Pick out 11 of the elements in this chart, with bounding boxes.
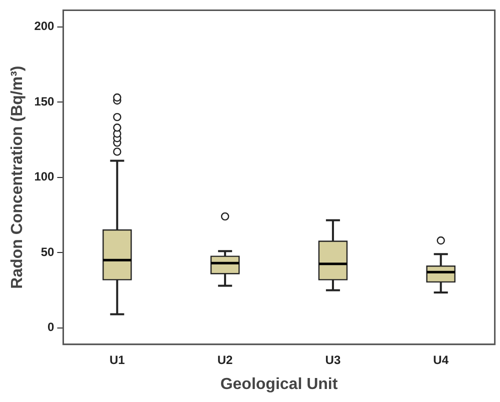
x-tick-label: U1 — [109, 352, 126, 367]
y-tick-label: 0 — [48, 320, 55, 334]
x-tick-label: U2 — [217, 352, 234, 367]
x-tick-label: U4 — [433, 352, 449, 367]
y-tick-label: 150 — [34, 94, 55, 108]
y-tick-label: 50 — [40, 244, 55, 259]
y-tick-label: 200 — [34, 19, 55, 34]
x-axis-title: Geological Unit — [220, 376, 338, 393]
x-tick-label: U3 — [325, 352, 341, 367]
y-tick-label: 100 — [34, 170, 55, 184]
y-axis-title: Radon Concentration (Bq/m³) — [9, 66, 26, 289]
